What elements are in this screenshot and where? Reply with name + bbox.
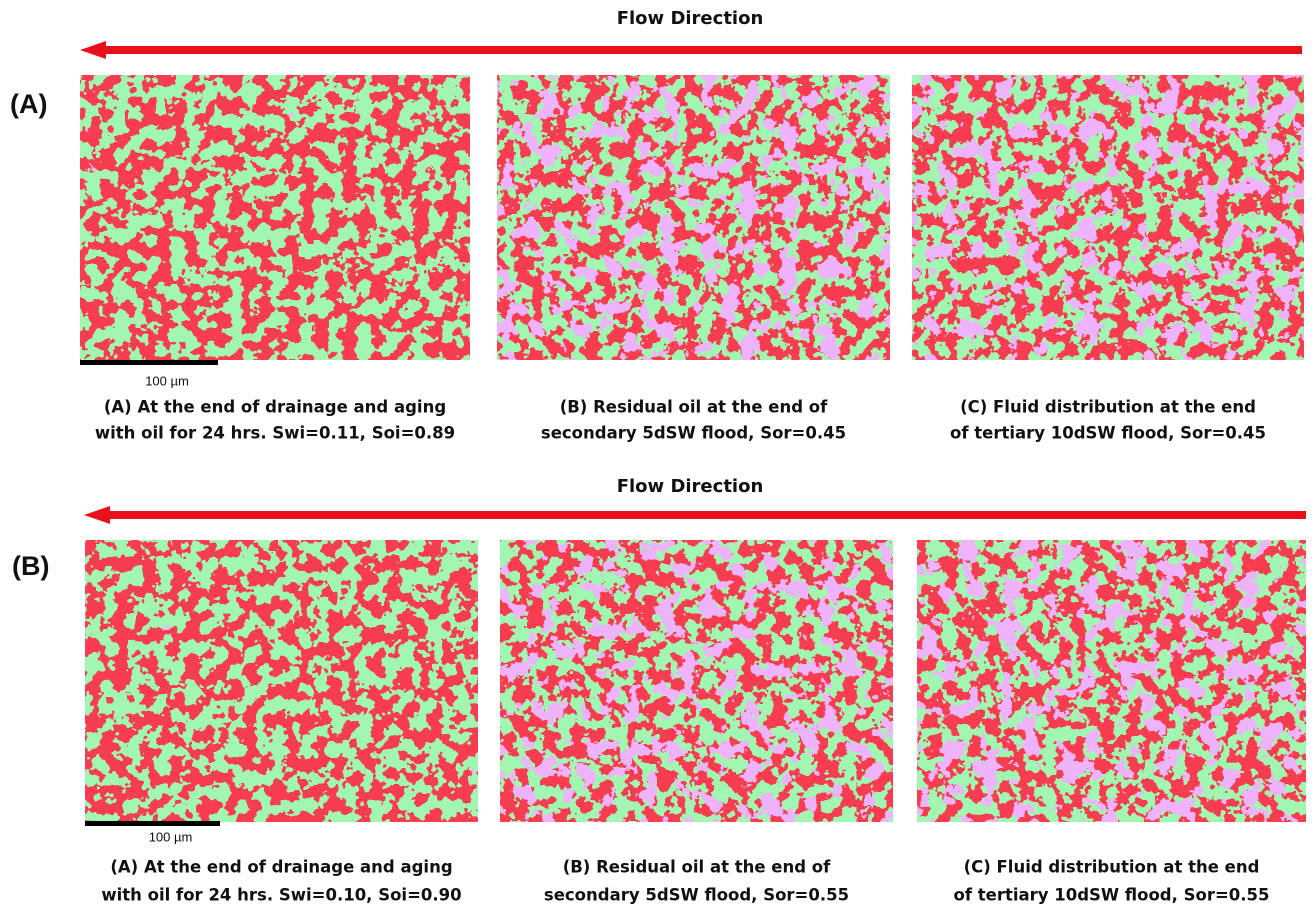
flow-arrow-shaft: [106, 511, 1306, 519]
panel-caption: (A) At the end of drainage and aging: [104, 398, 446, 417]
scale-bar-label: 100 µm: [149, 829, 193, 844]
scale-bar: [85, 821, 220, 826]
panel-caption: secondary 5dSW flood, Sor=0.55: [544, 886, 849, 905]
flow-arrow-head: [84, 506, 110, 524]
panel-caption: (A) At the end of drainage and aging: [110, 858, 452, 877]
panel-caption: (C) Fluid distribution at the end: [960, 398, 1256, 417]
panel-caption: (C) Fluid distribution at the end: [964, 858, 1260, 877]
scale-bar-label: 100 µm: [145, 373, 189, 388]
flow-direction-label: Flow Direction: [617, 476, 764, 497]
flow-direction-label: Flow Direction: [617, 8, 764, 29]
row-label: (B): [12, 551, 49, 581]
panel-caption: (B) Residual oil at the end of: [563, 858, 831, 877]
micrograph-overlay: [912, 75, 1304, 360]
micrograph-overlay: [917, 540, 1306, 822]
micrograph-overlay: [497, 75, 890, 360]
micrograph-overlay: [85, 540, 478, 822]
panel-caption: with oil for 24 hrs. Swi=0.10, Soi=0.90: [101, 886, 461, 905]
flow-arrow-head: [80, 41, 106, 59]
micrograph-overlay: [80, 75, 470, 360]
panel-caption: of tertiary 10dSW flood, Sor=0.45: [950, 424, 1266, 443]
figure: Flow Direction (A) (A) At the end of drain…: [0, 0, 1314, 912]
flow-arrow-shaft: [102, 46, 1302, 54]
row-label: (A): [10, 89, 47, 119]
panel-caption: of tertiary 10dSW flood, Sor=0.55: [953, 886, 1269, 905]
panel-caption: secondary 5dSW flood, Sor=0.45: [541, 424, 846, 443]
panel-caption: (B) Residual oil at the end of: [560, 398, 828, 417]
scale-bar: [80, 360, 218, 365]
micrograph-overlay: [500, 540, 893, 822]
panel-caption: with oil for 24 hrs. Swi=0.11, Soi=0.89: [95, 424, 455, 443]
